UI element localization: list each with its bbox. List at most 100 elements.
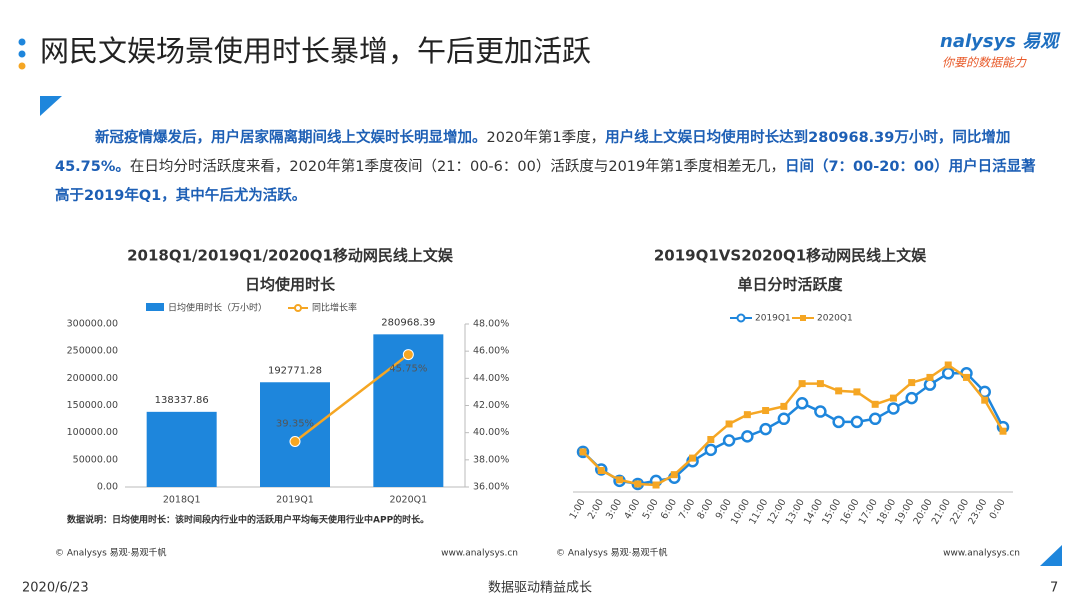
x-tick-label: 8:00 bbox=[695, 497, 715, 521]
chart-subtitle: 单日分时活跃度 bbox=[737, 276, 843, 294]
point bbox=[762, 407, 770, 415]
growth-point bbox=[402, 349, 414, 361]
growth-point bbox=[289, 435, 301, 447]
dot bbox=[18, 38, 26, 46]
series-line bbox=[582, 363, 1005, 487]
y2-tick-label: 40.00% bbox=[473, 427, 509, 438]
x-tick-label: 2019Q1 bbox=[276, 495, 314, 506]
url: www.analysys.cn bbox=[943, 549, 1020, 559]
growth-value-label: 45.75% bbox=[389, 364, 427, 375]
y-tick-label: 200000.00 bbox=[67, 373, 118, 384]
y2-tick-label: 46.00% bbox=[473, 346, 509, 357]
source: © Analysys 易观·易观千帆 bbox=[556, 547, 668, 559]
point bbox=[962, 373, 970, 381]
point bbox=[652, 481, 660, 489]
point bbox=[616, 476, 624, 484]
legend-label: 同比增长率 bbox=[312, 302, 357, 314]
point bbox=[722, 434, 736, 447]
point bbox=[670, 471, 678, 479]
legend-label: 日均使用时长（万小时） bbox=[168, 302, 267, 314]
page-number: 7 bbox=[1050, 581, 1058, 596]
chart-note: 数据说明：日均使用时长：该时间段内行业中的活跃用户平均每天使用行业中APP的时长… bbox=[67, 514, 429, 526]
chart-title: 2018Q1/2019Q1/2020Q1移动网民线上文娱 bbox=[127, 247, 454, 265]
y-tick-label: 300000.00 bbox=[67, 319, 118, 330]
x-tick-label: 23:00 bbox=[966, 497, 989, 526]
legend-swatch bbox=[146, 303, 164, 311]
paragraph-segment: 在日均分时活跃度来看，2020年第1季度夜间（21：00-6：00）活跃度与20… bbox=[129, 159, 785, 175]
point bbox=[759, 422, 772, 436]
legend-label: 2020Q1 bbox=[817, 314, 853, 324]
x-tick-label: 2:00 bbox=[586, 497, 606, 521]
slide-title: 网民文娱场景使用时长暴增，午后更加活跃 bbox=[40, 34, 591, 68]
paragraph-segment: 日间（7：00-20：00）用户日活显著高于2019年Q1，其中午后尤为活跃。 bbox=[55, 159, 1036, 204]
x-tick-label: 2018Q1 bbox=[163, 495, 201, 506]
point bbox=[926, 373, 934, 381]
paragraph-segment: 2020年第1季度， bbox=[486, 130, 606, 146]
bar-value-label: 280968.39 bbox=[381, 317, 435, 328]
chart-title: 2019Q1VS2020Q1移动网民线上文娱 bbox=[654, 247, 927, 265]
y2-tick-label: 44.00% bbox=[473, 373, 509, 384]
point bbox=[707, 435, 715, 443]
point bbox=[908, 379, 916, 387]
point bbox=[889, 394, 897, 402]
point bbox=[868, 412, 882, 426]
paragraph-segment: 新冠疫情爆发后，用户居家隔离期间线上文娱时长明显增加。 bbox=[95, 130, 487, 146]
bar-value-label: 192771.28 bbox=[268, 365, 322, 376]
paragraph-segment: 用户线上文娱日均使用时长达到280968.39万小时，同比增加45.75%。 bbox=[55, 130, 1011, 175]
source: © Analysys 易观·易观千帆 bbox=[55, 547, 167, 559]
x-tick-label: 0:00 bbox=[988, 497, 1008, 521]
y2-tick-label: 36.00% bbox=[473, 482, 509, 493]
point bbox=[689, 454, 697, 462]
logo-tagline: 你要的数据能力 bbox=[942, 56, 1027, 70]
y-tick-label: 50000.00 bbox=[73, 454, 118, 465]
corner-deco bbox=[40, 96, 62, 116]
bar bbox=[146, 411, 217, 487]
point bbox=[944, 361, 952, 369]
point bbox=[832, 415, 845, 429]
point bbox=[923, 378, 937, 391]
x-tick-label: 5:00 bbox=[641, 497, 661, 521]
slogan: 数据驱动精益成长 bbox=[488, 581, 592, 596]
y2-tick-label: 42.00% bbox=[473, 400, 509, 411]
paragraph: 新冠疫情爆发后，用户居家隔离期间线上文娱时长明显增加。2020年第1季度，用户线… bbox=[55, 124, 1040, 211]
growth-line bbox=[294, 353, 410, 443]
point bbox=[941, 367, 955, 380]
bar-value-label: 138337.86 bbox=[155, 395, 209, 406]
dot bbox=[18, 50, 26, 58]
x-tick-label: 1:00 bbox=[568, 497, 588, 521]
legend-swatch bbox=[800, 315, 806, 321]
point bbox=[850, 415, 864, 429]
x-tick-label: 4:00 bbox=[622, 497, 642, 521]
logo: nalysys 易观 bbox=[940, 31, 1061, 52]
point bbox=[981, 396, 989, 404]
point bbox=[780, 402, 788, 410]
point bbox=[814, 405, 827, 418]
legend-swatch bbox=[736, 313, 746, 323]
bar bbox=[260, 382, 330, 487]
chart-subtitle: 日均使用时长 bbox=[245, 276, 336, 294]
point bbox=[741, 430, 754, 443]
dot bbox=[18, 62, 26, 70]
y-tick-label: 0.00 bbox=[97, 482, 118, 493]
point bbox=[905, 391, 918, 405]
y2-tick-label: 38.00% bbox=[473, 454, 509, 465]
point bbox=[597, 467, 605, 475]
point bbox=[853, 388, 861, 396]
point bbox=[887, 402, 900, 415]
y-tick-label: 250000.00 bbox=[67, 346, 118, 357]
x-tick-label: 7:00 bbox=[677, 497, 697, 521]
series-line bbox=[582, 372, 1005, 486]
y2-tick-label: 48.00% bbox=[473, 319, 509, 330]
legend-swatch bbox=[294, 304, 302, 312]
point bbox=[634, 480, 642, 488]
y-tick-label: 150000.00 bbox=[67, 400, 118, 411]
point bbox=[777, 412, 791, 426]
legend-label: 2019Q1 bbox=[755, 314, 791, 324]
point bbox=[798, 380, 806, 388]
point bbox=[816, 380, 824, 388]
url: www.analysys.cn bbox=[441, 549, 518, 559]
growth-value-label: 39.35% bbox=[276, 418, 314, 429]
y-tick-label: 100000.00 bbox=[67, 427, 118, 438]
date: 2020/6/23 bbox=[22, 581, 89, 596]
